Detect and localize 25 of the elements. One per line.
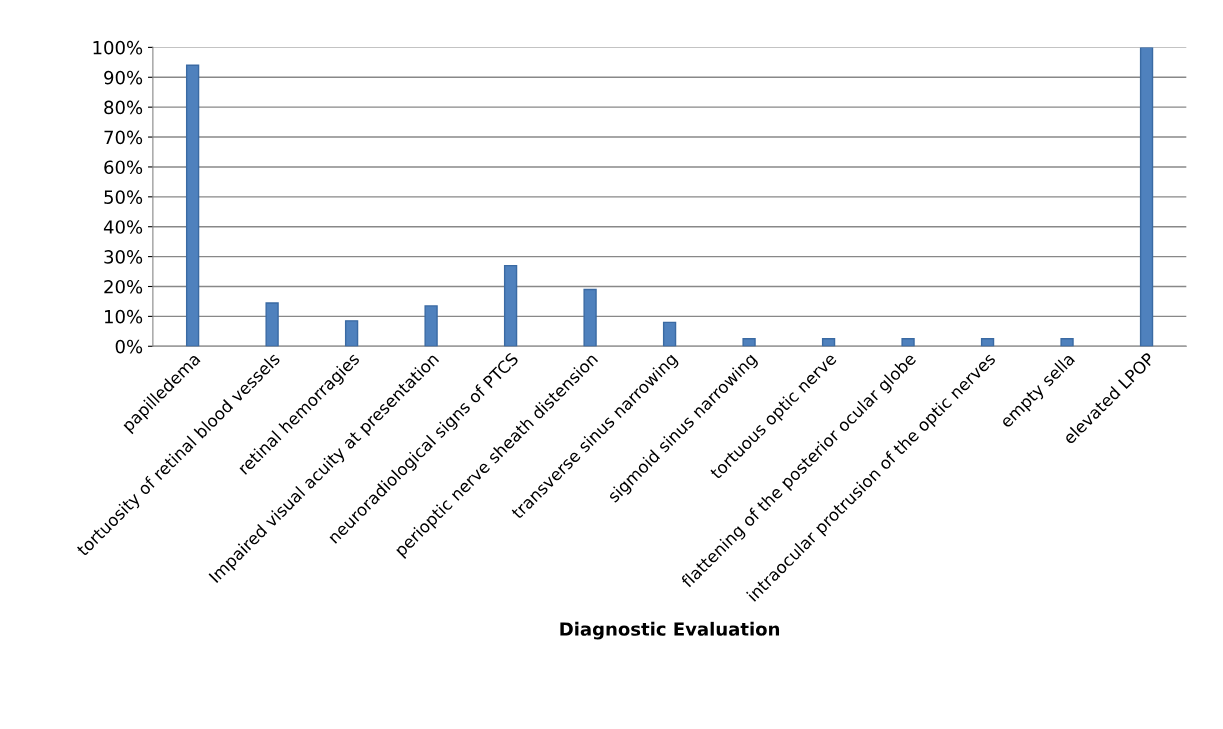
y-tick-label: 0% (115, 339, 143, 354)
y-tick-label: 30% (104, 250, 143, 264)
bar (980, 338, 995, 347)
y-tick-label: 20% (104, 279, 143, 294)
y-tick-label: 60% (104, 160, 143, 175)
x-axis-title: Diagnostic Evaluation (560, 621, 780, 640)
y-tick-label: 100% (93, 40, 143, 55)
y-tick-label: 40% (103, 220, 143, 234)
bar (583, 288, 597, 347)
y-tick-label: 50% (104, 190, 143, 204)
y-tick-label: 90% (104, 70, 143, 85)
bar (742, 338, 756, 347)
y-tick-label: 80% (104, 100, 143, 115)
bar (901, 338, 915, 347)
bar (1139, 47, 1154, 347)
bar (662, 321, 677, 347)
y-tick-label: 70% (104, 130, 143, 145)
bar (185, 64, 200, 347)
bar (265, 302, 279, 347)
bar (1060, 338, 1074, 347)
bar (424, 305, 438, 347)
bar (503, 264, 518, 347)
bar (344, 320, 359, 347)
y-tick-label: 10% (105, 309, 143, 324)
bar (821, 338, 836, 347)
